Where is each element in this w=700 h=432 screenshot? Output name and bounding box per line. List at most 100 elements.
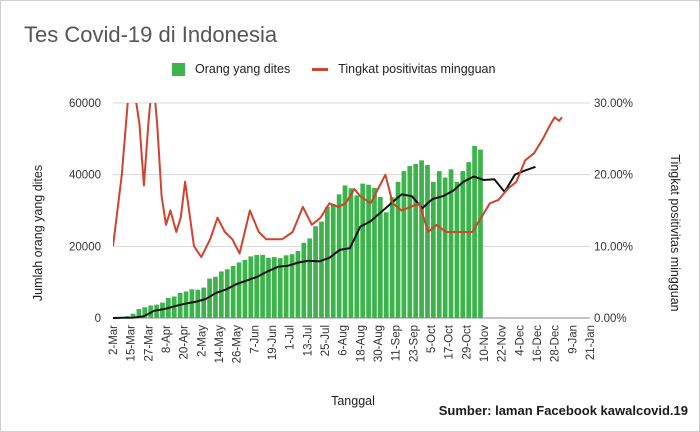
bar bbox=[431, 181, 436, 318]
bar bbox=[183, 291, 189, 318]
x-tick-label: 1-Jul bbox=[285, 325, 297, 350]
bar bbox=[213, 276, 218, 318]
x-tick-label: 18-Aug bbox=[355, 325, 367, 362]
x-tick-label: 28-Dec bbox=[550, 325, 562, 362]
trend-line-group bbox=[112, 165, 536, 319]
bar bbox=[460, 171, 466, 318]
x-tick-label: 13-Jul bbox=[302, 325, 314, 356]
x-tick-label: 29-Oct bbox=[461, 324, 473, 359]
bar bbox=[378, 196, 383, 318]
x-tick-label: 21-Jan bbox=[585, 325, 597, 360]
right-axis-ticks: 0.00% 10.00% 20.00% 30.00% bbox=[594, 98, 633, 325]
bar bbox=[336, 194, 342, 318]
x-tick-label: 23-Sep bbox=[408, 325, 420, 362]
bar bbox=[472, 146, 477, 318]
bar bbox=[395, 181, 401, 318]
bar bbox=[401, 171, 407, 318]
bar bbox=[319, 221, 324, 318]
x-tick-label: 15-Mar bbox=[126, 325, 138, 362]
bar bbox=[383, 212, 389, 318]
y-right-tick-label: 20.00% bbox=[594, 170, 633, 182]
legend-swatch-tests bbox=[172, 62, 185, 76]
source-note: Sumber: laman Facebook kawalcovid.19 bbox=[438, 403, 688, 418]
bar bbox=[313, 226, 318, 318]
x-axis-title: Tanggal bbox=[331, 394, 375, 408]
trend-line bbox=[112, 165, 536, 319]
x-tick-label: 30-Aug bbox=[373, 325, 385, 362]
y-left-tick-label: 40000 bbox=[69, 170, 101, 182]
bar bbox=[142, 307, 148, 318]
bar bbox=[342, 185, 348, 318]
left-axis-title: Jumlah orang yang dites bbox=[31, 165, 45, 301]
bar bbox=[419, 160, 424, 318]
bar bbox=[425, 164, 430, 318]
x-tick-label: 17-Oct bbox=[444, 324, 456, 359]
x-tick-label: 7-Jun bbox=[249, 325, 261, 354]
bar bbox=[372, 187, 377, 318]
x-tick-label: 10-Nov bbox=[479, 325, 491, 362]
bar bbox=[289, 254, 295, 318]
y-right-tick-label: 10.00% bbox=[594, 241, 633, 253]
bar bbox=[248, 256, 254, 318]
bar bbox=[407, 166, 413, 318]
chart-legend: Orang yang dites Tingkat positivitas min… bbox=[172, 62, 517, 76]
bar bbox=[189, 289, 195, 318]
y-right-tick-label: 30.00% bbox=[594, 98, 633, 110]
positivity-line-group bbox=[113, 103, 563, 259]
bar bbox=[389, 197, 395, 318]
bar bbox=[413, 163, 419, 318]
x-tick-label: 26-May bbox=[232, 325, 244, 364]
y-left-tick-label: 60000 bbox=[69, 98, 101, 110]
bar bbox=[201, 287, 207, 318]
bar bbox=[360, 183, 366, 318]
bar bbox=[436, 171, 442, 318]
bar bbox=[254, 254, 260, 318]
bar bbox=[277, 258, 283, 318]
x-tick-label: 5-Oct bbox=[426, 324, 438, 353]
y-right-tick-label: 0.00% bbox=[594, 313, 627, 325]
bar bbox=[207, 278, 212, 318]
right-axis-title: Tingkat positivitas mingguan bbox=[668, 154, 682, 311]
left-axis-ticks: 0 20000 40000 60000 bbox=[69, 98, 101, 325]
test-bars bbox=[113, 146, 483, 318]
bar bbox=[366, 184, 371, 318]
bar bbox=[454, 181, 460, 318]
legend-item-positivity: Tingkat positivitas mingguan bbox=[312, 62, 495, 76]
bar bbox=[236, 262, 242, 318]
legend-label-positivity: Tingkat positivitas mingguan bbox=[338, 62, 496, 76]
y-left-tick-label: 20000 bbox=[69, 241, 101, 253]
bar bbox=[325, 206, 330, 318]
chart-title: Tes Covid-19 di Indonesia bbox=[24, 22, 278, 47]
x-tick-label: 2-May bbox=[196, 325, 208, 357]
positivity-line bbox=[113, 103, 563, 259]
x-tick-label: 16-Dec bbox=[532, 325, 544, 362]
bar bbox=[307, 238, 313, 318]
bar bbox=[242, 259, 248, 318]
x-tick-label: 22-Nov bbox=[497, 325, 509, 362]
x-tick-label: 19-Jun bbox=[267, 325, 279, 360]
bar bbox=[136, 309, 142, 318]
bar bbox=[478, 149, 483, 318]
x-tick-label: 2-Mar bbox=[108, 325, 120, 355]
bar bbox=[442, 177, 448, 318]
y-left-tick-label: 0 bbox=[95, 313, 101, 325]
x-tick-label: 4-Dec bbox=[514, 325, 526, 356]
x-tick-label: 8-Apr bbox=[161, 325, 173, 353]
x-tick-label: 14-May bbox=[214, 325, 226, 364]
bar bbox=[272, 257, 277, 318]
bar bbox=[230, 266, 236, 318]
bar bbox=[283, 255, 289, 318]
bar bbox=[330, 204, 336, 318]
bar bbox=[466, 162, 472, 318]
bar bbox=[195, 289, 201, 318]
x-tick-label: 20-Apr bbox=[179, 325, 191, 360]
bar bbox=[295, 250, 301, 318]
bar bbox=[354, 195, 360, 318]
x-tick-label: 25-Jul bbox=[320, 325, 332, 356]
legend-swatch-positivity bbox=[312, 67, 329, 71]
bar bbox=[130, 313, 136, 318]
bar bbox=[301, 242, 307, 318]
x-tick-label: 27-Mar bbox=[143, 325, 155, 362]
bar bbox=[266, 257, 271, 318]
